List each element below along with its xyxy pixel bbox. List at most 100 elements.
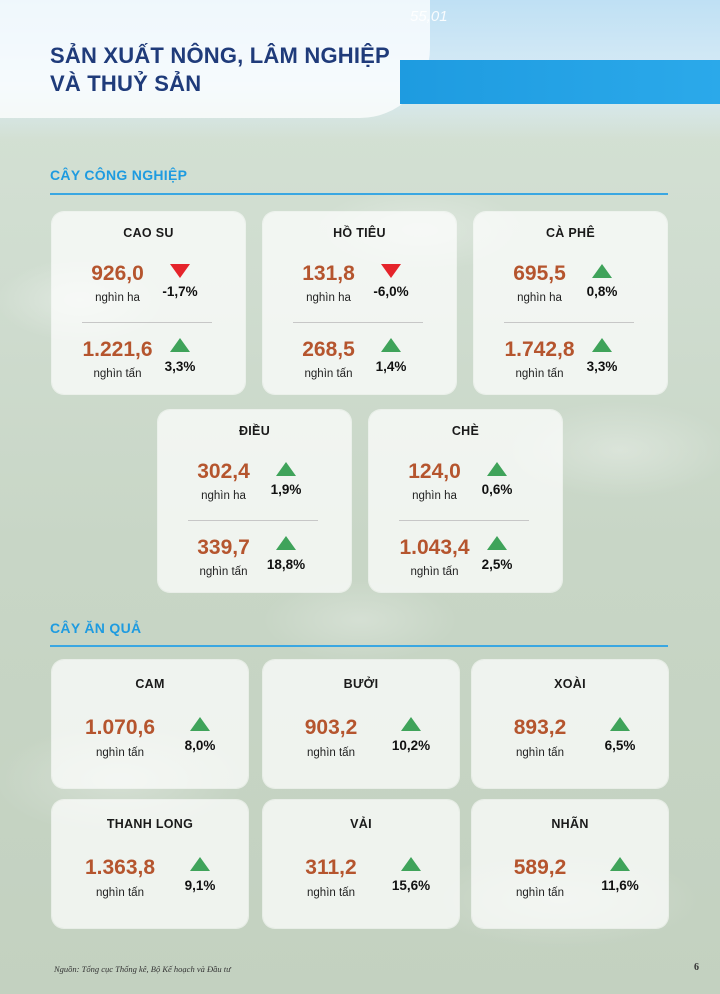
page-title: SẢN XUẤT NÔNG, LÂM NGHIỆP VÀ THUỶ SẢN xyxy=(50,42,430,98)
triangle-down-icon xyxy=(381,264,401,278)
section-divider-industrial xyxy=(50,193,668,195)
area-unit: nghìn ha xyxy=(201,490,246,502)
card-title: CÀ PHÊ xyxy=(545,226,596,240)
fruit-card-1: BƯỞI 903,2 nghìn tấn 10,2% xyxy=(263,660,459,788)
fruit-card-0: CAM 1.070,6 nghìn tấn 8,0% xyxy=(52,660,248,788)
fruit-change: 8,0% xyxy=(184,738,216,753)
area-unit: nghìn ha xyxy=(412,490,457,502)
area-change: 0,8% xyxy=(586,284,618,299)
card-title: BƯỞI xyxy=(343,677,379,691)
fruit-unit: nghìn tấn xyxy=(307,747,355,759)
area-change: 0,6% xyxy=(481,482,513,497)
area-unit: nghìn ha xyxy=(95,292,140,304)
triangle-up-icon xyxy=(190,857,210,871)
triangle-up-icon xyxy=(610,857,630,871)
crop-card-3: ĐIỀU 302,4 nghìn ha 1,9% 339,7 nghìn tấn 18,8% xyxy=(158,410,351,592)
card-divider xyxy=(399,520,529,521)
fruit-change: 11,6% xyxy=(601,878,639,893)
card-divider xyxy=(504,322,634,323)
header-white-panel xyxy=(0,0,430,118)
fruit-unit: nghìn tấn xyxy=(516,887,564,899)
output-change: 3,3% xyxy=(164,359,196,374)
area-value: 695,5 xyxy=(513,262,566,285)
fruit-change: 6,5% xyxy=(604,738,636,753)
page-title-line2: VÀ THUỶ SẢN xyxy=(50,71,202,96)
area-change: -6,0% xyxy=(373,284,409,299)
card-title: HỒ TIÊU xyxy=(333,226,386,240)
crop-card-0: CAO SU 926,0 nghìn ha -1,7% 1.221,6 nghìn tấn… xyxy=(52,212,245,394)
triangle-up-icon xyxy=(381,338,401,352)
output-change: 1,4% xyxy=(375,359,407,374)
card-divider xyxy=(188,520,318,521)
card-title: ĐIỀU xyxy=(238,424,271,438)
triangle-up-icon xyxy=(401,857,421,871)
area-value: 131,8 xyxy=(302,262,355,285)
page-title-line1: SẢN XUẤT NÔNG, LÂM NGHIỆP xyxy=(50,43,390,68)
fruit-change: 9,1% xyxy=(184,878,216,893)
page-number: 6 xyxy=(694,962,699,973)
fruit-unit: nghìn tấn xyxy=(516,747,564,759)
card-title: XOÀI xyxy=(554,677,586,691)
card-title: CAM xyxy=(135,677,165,691)
fruit-unit: nghìn tấn xyxy=(307,887,355,899)
area-change: -1,7% xyxy=(162,284,198,299)
area-unit: nghìn ha xyxy=(306,292,351,304)
triangle-up-icon xyxy=(190,717,210,731)
fruit-card-5: NHÃN 589,2 nghìn tấn 11,6% xyxy=(472,800,668,928)
output-value: 268,5 xyxy=(302,338,355,361)
fruit-unit: nghìn tấn xyxy=(96,887,144,899)
footer-source: Nguồn: Tổng cục Thống kê, Bộ Kế hoạch và… xyxy=(54,964,231,974)
output-value: 1.221,6 xyxy=(82,338,153,361)
output-change: 18,8% xyxy=(266,557,306,572)
output-unit: nghìn tấn xyxy=(93,368,142,380)
area-value: 124,0 xyxy=(408,460,461,483)
triangle-up-icon xyxy=(610,717,630,731)
header-blue-band xyxy=(400,60,720,104)
fruit-card-3: THANH LONG 1.363,8 nghìn tấn 9,1% xyxy=(52,800,248,928)
area-change: 1,9% xyxy=(270,482,302,497)
output-change: 2,5% xyxy=(481,557,513,572)
fruit-value: 1.363,8 xyxy=(84,856,156,879)
area-value: 926,0 xyxy=(91,262,144,285)
output-unit: nghìn tấn xyxy=(199,566,248,578)
output-unit: nghìn tấn xyxy=(304,368,353,380)
area-unit: nghìn ha xyxy=(517,292,562,304)
card-title: CAO SU xyxy=(123,226,174,240)
triangle-up-icon xyxy=(170,338,190,352)
output-value: 1.742,8 xyxy=(504,338,575,361)
fruit-value: 893,2 xyxy=(513,716,567,739)
fruit-change: 10,2% xyxy=(391,738,431,753)
fruit-value: 589,2 xyxy=(513,856,567,879)
header-ghost-text: 55,01 xyxy=(410,8,448,25)
fruit-card-4: VẢI 311,2 nghìn tấn 15,6% xyxy=(263,800,459,928)
fruit-unit: nghìn tấn xyxy=(96,747,144,759)
card-divider xyxy=(293,322,423,323)
triangle-up-icon xyxy=(592,264,612,278)
section-divider-fruit xyxy=(50,645,668,647)
crop-card-2: CÀ PHÊ 695,5 nghìn ha 0,8% 1.742,8 nghìn tấn 3… xyxy=(474,212,667,394)
fruit-change: 15,6% xyxy=(391,878,431,893)
triangle-down-icon xyxy=(170,264,190,278)
triangle-up-icon xyxy=(592,338,612,352)
card-title: NHÃN xyxy=(551,817,589,831)
output-value: 1.043,4 xyxy=(399,536,470,559)
triangle-up-icon xyxy=(276,536,296,550)
section-heading-industrial: CÂY CÔNG NGHIỆP xyxy=(50,167,188,183)
fruit-value: 903,2 xyxy=(304,716,358,739)
section-heading-fruit: CÂY ĂN QUẢ xyxy=(50,620,142,636)
card-divider xyxy=(82,322,212,323)
crop-card-1: HỒ TIÊU 131,8 nghìn ha -6,0% 268,5 nghìn tấn 1… xyxy=(263,212,456,394)
output-change: 3,3% xyxy=(586,359,618,374)
card-title: VẢI xyxy=(350,817,372,831)
card-title: CHÈ xyxy=(451,424,480,438)
card-title: THANH LONG xyxy=(106,817,194,831)
output-unit: nghìn tấn xyxy=(515,368,564,380)
fruit-card-2: XOÀI 893,2 nghìn tấn 6,5% xyxy=(472,660,668,788)
output-value: 339,7 xyxy=(197,536,250,559)
fruit-value: 1.070,6 xyxy=(84,716,156,739)
triangle-up-icon xyxy=(401,717,421,731)
area-value: 302,4 xyxy=(197,460,250,483)
triangle-up-icon xyxy=(487,536,507,550)
fruit-value: 311,2 xyxy=(305,856,357,879)
triangle-up-icon xyxy=(276,462,296,476)
